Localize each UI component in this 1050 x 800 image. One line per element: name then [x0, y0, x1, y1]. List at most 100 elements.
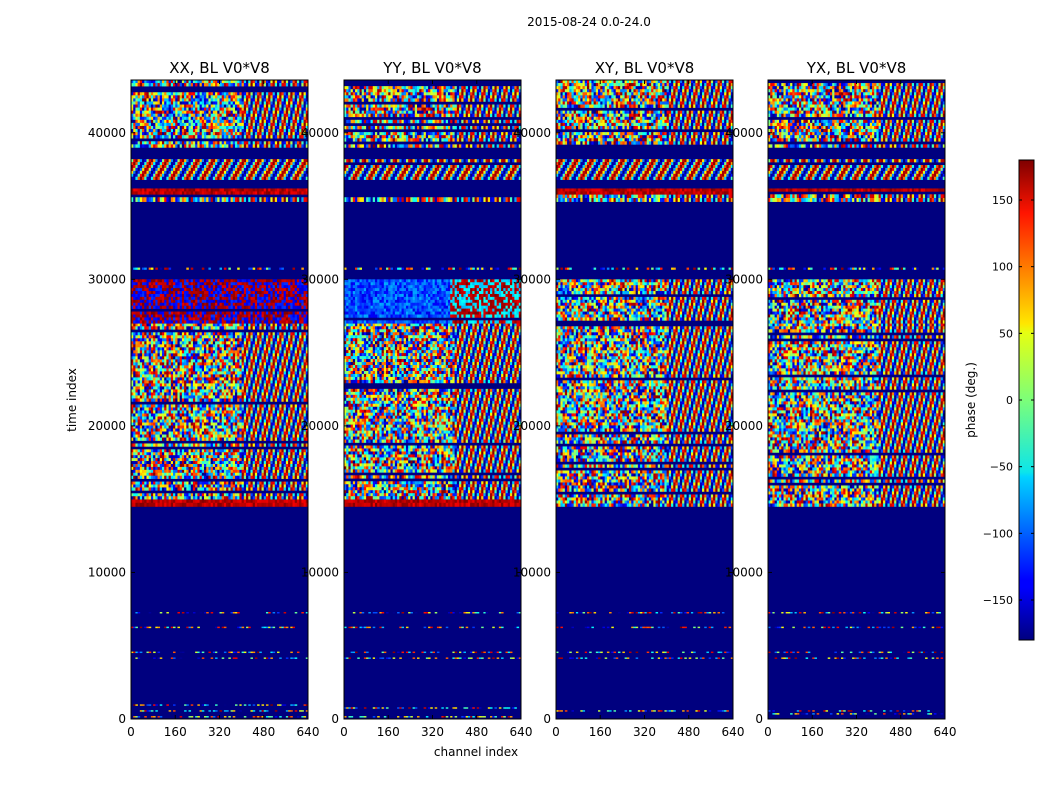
heatmap-cell [297, 288, 300, 291]
heatmap-cell [297, 487, 300, 490]
heatmap-cell [242, 426, 245, 429]
heatmap-cell [273, 612, 276, 613]
heatmap-cell [262, 341, 265, 344]
heatmap-cell [304, 323, 307, 326]
heatmap-cell [228, 426, 231, 429]
heatmap-cell [281, 377, 284, 380]
heatmap-cell [162, 279, 165, 282]
heatmap-cell [281, 503, 284, 507]
heatmap-cell [244, 464, 247, 467]
heatmap-cell [262, 413, 265, 416]
heatmap-cell [177, 473, 180, 476]
heatmap-cell [226, 356, 229, 359]
heatmap-cell [248, 350, 251, 353]
heatmap-cell [224, 377, 227, 380]
heatmap-cell [164, 404, 167, 407]
heatmap-cell [297, 395, 300, 398]
heatmap-cell [250, 383, 253, 386]
heatmap-cell [173, 377, 176, 380]
heatmap-cell [162, 464, 165, 467]
heatmap-cell [202, 353, 205, 356]
heatmap-cell [264, 392, 267, 395]
heatmap-cell [195, 332, 198, 335]
heatmap-cell [204, 464, 207, 467]
heatmap-cell [237, 398, 240, 401]
heatmap-cell [239, 503, 242, 507]
heatmap-cell [281, 365, 284, 368]
heatmap-cell [281, 435, 284, 438]
heatmap-cell [200, 503, 203, 507]
heatmap-cell [304, 350, 307, 353]
heatmap-cell [244, 496, 247, 499]
heatmap-cell [175, 398, 178, 401]
heatmap-cell [171, 473, 174, 476]
heatmap-cell [237, 432, 240, 435]
heatmap-cell [279, 657, 282, 658]
heatmap-cell [180, 503, 183, 507]
heatmap-cell [297, 443, 300, 446]
heatmap-cell [140, 710, 143, 711]
heatmap-cell [266, 285, 269, 288]
heatmap-cell [184, 323, 187, 326]
heatmap-cell [155, 350, 158, 353]
heatmap-cell [293, 496, 296, 499]
heatmap-cell [293, 335, 296, 338]
heatmap-cell [288, 359, 291, 362]
heatmap-cell [253, 288, 256, 291]
heatmap-cell [204, 438, 207, 441]
heatmap-cell [239, 422, 242, 425]
heatmap-cell [162, 499, 165, 503]
heatmap-cell [284, 326, 287, 329]
heatmap-cell [133, 467, 136, 470]
heatmap-cell [275, 467, 278, 470]
heatmap-cell [233, 353, 236, 356]
heatmap-cell [297, 496, 300, 499]
heatmap-cell [264, 485, 267, 488]
heatmap-cell [169, 710, 172, 711]
heatmap-cell [233, 359, 236, 362]
heatmap-cell [270, 285, 273, 288]
heatmap-cell [220, 326, 223, 329]
heatmap-cell [140, 341, 143, 344]
heatmap-cell [248, 485, 251, 488]
heatmap-cell [149, 426, 152, 429]
heatmap-cell [208, 503, 211, 507]
heatmap-cell [264, 473, 267, 476]
heatmap-cell [195, 347, 198, 350]
heatmap-cell [262, 282, 265, 285]
heatmap-cell [268, 464, 271, 467]
heatmap-cell [166, 353, 169, 356]
heatmap-cell [158, 503, 161, 507]
heatmap-cell [231, 493, 234, 496]
heatmap-cell [149, 612, 152, 613]
heatmap-cell [184, 285, 187, 288]
heatmap-cell [231, 485, 234, 488]
heatmap-cell [297, 350, 300, 353]
heatmap-cell [153, 499, 156, 503]
heatmap-cell [215, 353, 218, 356]
heatmap-cell [160, 716, 163, 717]
heatmap-cell [215, 704, 218, 705]
heatmap-cell [246, 365, 249, 368]
heatmap-cell [206, 359, 209, 362]
heatmap-cell [259, 710, 262, 711]
heatmap-cell [146, 335, 149, 338]
heatmap-cell [213, 398, 216, 401]
heatmap-cell [153, 344, 156, 347]
heatmap-cell [151, 426, 154, 429]
heatmap-cell [140, 282, 143, 285]
heatmap-cell [270, 476, 273, 479]
heatmap-cell [208, 476, 211, 479]
heatmap-cell [213, 374, 216, 377]
heatmap-cell [211, 496, 214, 499]
heatmap-cell [206, 377, 209, 380]
heatmap-cell [142, 359, 145, 362]
heatmap-cell [266, 338, 269, 341]
heatmap-cell [175, 449, 178, 452]
heatmap-cell [288, 389, 291, 392]
heatmap-cell [146, 323, 149, 326]
heatmap-cell [270, 332, 273, 335]
heatmap-cell [231, 429, 234, 432]
heatmap-cell [237, 627, 240, 628]
heatmap-cell [208, 416, 211, 419]
